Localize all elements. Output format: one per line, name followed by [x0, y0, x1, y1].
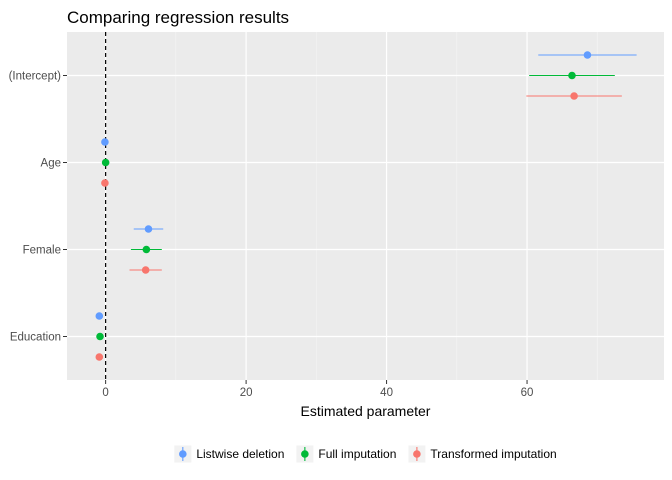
legend-label: Transformed imputation [430, 447, 556, 461]
estimate-point [570, 92, 578, 100]
minor-gridlines [175, 32, 598, 380]
x-axis: 0 20 40 60 [102, 380, 533, 399]
x-axis-title: Estimated parameter [301, 403, 431, 419]
y-axis: (Intercept) Age Female Education [9, 71, 67, 344]
estimate-point [101, 138, 109, 146]
estimate-point [144, 225, 153, 233]
y-tick-label: Female [23, 245, 61, 257]
legend-item: Full imputation [296, 445, 396, 463]
legend-key-point [413, 450, 421, 458]
estimate-point [568, 71, 576, 80]
estimate-point [95, 312, 104, 320]
estimate-point [141, 266, 150, 274]
estimate-point [96, 332, 104, 341]
legend-item: Listwise deletion [174, 445, 284, 463]
estimate-marks [95, 51, 637, 361]
x-tick-label: 0 [102, 387, 108, 399]
estimate-point [95, 353, 104, 361]
legend: Listwise deletion Full imputation Transfor… [174, 445, 557, 463]
legend-label: Listwise deletion [196, 447, 284, 461]
estimate-point [101, 158, 110, 167]
estimate-point [142, 245, 151, 254]
legend-item: Transformed imputation [408, 445, 557, 463]
legend-key-point [179, 450, 187, 458]
legend-label: Full imputation [318, 447, 396, 461]
y-tick-label: (Intercept) [9, 71, 62, 83]
legend-key-point [301, 450, 309, 458]
x-tick-label: 40 [380, 387, 393, 399]
x-tick-label: 60 [521, 387, 534, 399]
y-tick-label: Education [10, 332, 61, 344]
estimate-point [101, 179, 109, 187]
chart-title: Comparing regression results [67, 8, 289, 27]
x-tick-label: 20 [240, 387, 253, 399]
plot-panel [67, 32, 664, 380]
estimate-point [583, 51, 592, 59]
y-tick-label: Age [41, 158, 61, 170]
